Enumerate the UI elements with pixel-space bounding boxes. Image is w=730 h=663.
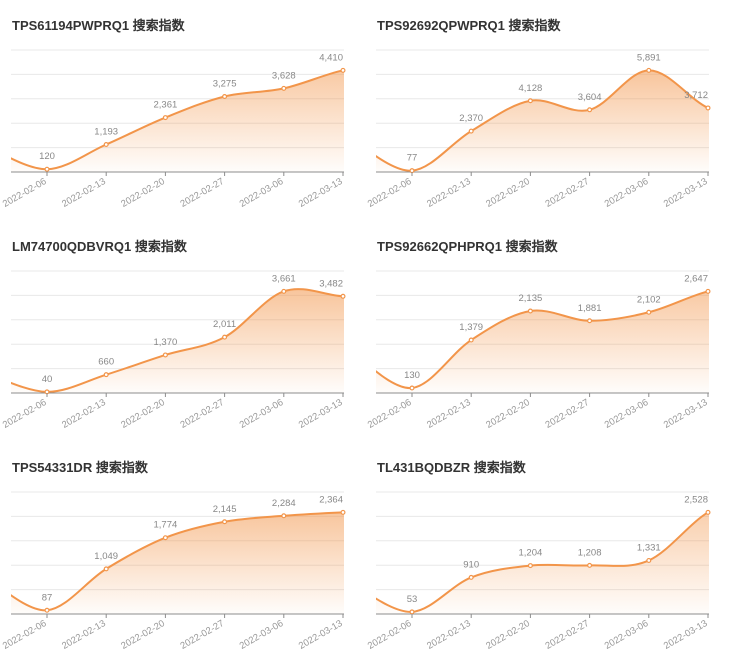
svg-text:2,135: 2,135 [519,293,543,304]
svg-text:2022-02-27: 2022-02-27 [544,618,592,652]
svg-text:2022-02-13: 2022-02-13 [425,176,473,210]
svg-text:3,712: 3,712 [684,90,708,101]
svg-text:40: 40 [42,374,53,385]
svg-text:53: 53 [407,594,418,605]
svg-text:910: 910 [463,559,479,570]
svg-text:2022-02-20: 2022-02-20 [119,397,167,431]
svg-text:1,379: 1,379 [459,322,483,333]
svg-text:2022-03-06: 2022-03-06 [238,618,286,652]
svg-text:1,193: 1,193 [94,126,118,137]
svg-text:1,881: 1,881 [578,303,602,314]
svg-text:2,370: 2,370 [459,113,483,124]
svg-text:2022-03-06: 2022-03-06 [603,176,651,210]
svg-text:2022-02-20: 2022-02-20 [484,397,532,431]
svg-text:2022-02-06: 2022-02-06 [1,176,49,210]
svg-text:660: 660 [98,357,114,368]
svg-text:1,774: 1,774 [154,520,178,531]
svg-text:1,331: 1,331 [637,542,661,553]
svg-text:2,647: 2,647 [684,273,708,284]
svg-text:4,128: 4,128 [519,83,543,94]
svg-text:1,204: 1,204 [519,548,543,559]
svg-text:2022-02-27: 2022-02-27 [544,176,592,210]
svg-text:2,364: 2,364 [319,494,343,505]
svg-text:2022-02-20: 2022-02-20 [119,618,167,652]
svg-text:4,410: 4,410 [319,52,343,63]
svg-text:2022-03-06: 2022-03-06 [238,176,286,210]
svg-text:5,891: 5,891 [637,52,661,63]
svg-text:2022-02-20: 2022-02-20 [119,176,167,210]
svg-text:2022-03-13: 2022-03-13 [662,618,710,652]
svg-text:2022-03-13: 2022-03-13 [297,618,345,652]
svg-text:2022-02-27: 2022-02-27 [544,397,592,431]
svg-text:120: 120 [39,151,55,162]
svg-text:2022-02-20: 2022-02-20 [484,176,532,210]
svg-text:2022-02-06: 2022-02-06 [366,176,414,210]
svg-text:1,370: 1,370 [154,337,178,348]
svg-text:2022-03-13: 2022-03-13 [662,176,710,210]
svg-text:2022-02-13: 2022-02-13 [425,397,473,431]
svg-text:2022-02-13: 2022-02-13 [60,397,108,431]
svg-text:2022-03-06: 2022-03-06 [603,618,651,652]
svg-text:130: 130 [404,370,420,381]
svg-text:2022-02-27: 2022-02-27 [179,397,227,431]
svg-text:2022-02-06: 2022-02-06 [1,618,49,652]
svg-text:77: 77 [407,153,418,164]
svg-text:2022-03-06: 2022-03-06 [603,397,651,431]
svg-text:2022-02-06: 2022-02-06 [366,397,414,431]
svg-text:2022-03-13: 2022-03-13 [662,397,710,431]
svg-text:2022-03-06: 2022-03-06 [238,397,286,431]
svg-text:2022-02-20: 2022-02-20 [484,618,532,652]
svg-text:2022-03-13: 2022-03-13 [297,397,345,431]
svg-text:2022-02-06: 2022-02-06 [366,618,414,652]
svg-text:3,628: 3,628 [272,70,296,81]
svg-text:2022-02-13: 2022-02-13 [425,618,473,652]
svg-text:1,208: 1,208 [578,547,602,558]
svg-text:2,284: 2,284 [272,498,296,509]
svg-text:2,528: 2,528 [684,494,708,505]
svg-text:2,145: 2,145 [213,504,237,515]
svg-text:2022-03-13: 2022-03-13 [297,176,345,210]
svg-text:2022-02-27: 2022-02-27 [179,618,227,652]
svg-text:3,275: 3,275 [213,78,237,89]
svg-text:2,102: 2,102 [637,294,661,305]
svg-text:2,011: 2,011 [213,319,236,330]
svg-text:2022-02-13: 2022-02-13 [60,618,108,652]
svg-text:3,482: 3,482 [319,278,343,289]
svg-text:87: 87 [42,592,53,603]
svg-text:2022-02-27: 2022-02-27 [179,176,227,210]
svg-text:2022-02-13: 2022-02-13 [60,176,108,210]
svg-text:3,661: 3,661 [272,273,296,284]
svg-text:2022-02-06: 2022-02-06 [1,397,49,431]
svg-text:3,604: 3,604 [578,92,602,103]
svg-text:1,049: 1,049 [94,551,118,562]
svg-text:2,361: 2,361 [154,100,178,111]
